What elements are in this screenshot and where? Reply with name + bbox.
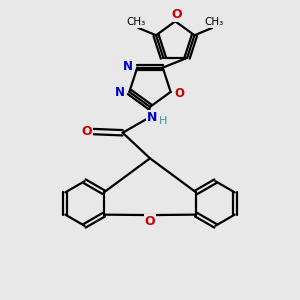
Text: N: N xyxy=(122,60,132,73)
Text: H: H xyxy=(159,116,168,126)
Text: N: N xyxy=(115,86,124,99)
Text: N: N xyxy=(147,111,157,124)
Text: O: O xyxy=(171,8,182,21)
Text: O: O xyxy=(81,125,92,138)
Text: CH₃: CH₃ xyxy=(126,17,146,28)
Text: O: O xyxy=(175,87,184,100)
Text: O: O xyxy=(145,215,155,228)
Text: CH₃: CH₃ xyxy=(204,17,224,28)
